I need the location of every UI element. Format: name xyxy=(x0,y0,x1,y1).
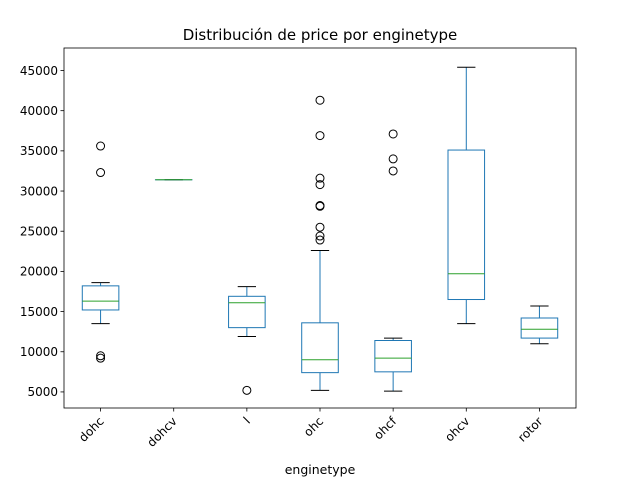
outlier-point xyxy=(315,201,325,210)
y-tick-label: 20000 xyxy=(20,265,58,279)
outlier-point xyxy=(388,154,398,164)
y-tick-label: 5000 xyxy=(27,385,58,399)
outlier-point xyxy=(96,141,106,151)
box-iqr xyxy=(520,317,559,339)
box-iqr xyxy=(301,322,339,374)
y-tick-label: 25000 xyxy=(20,225,58,239)
x-axis-label: enginetype xyxy=(285,462,356,477)
outlier-point xyxy=(315,231,325,241)
y-tick-label: 40000 xyxy=(20,104,58,118)
outlier-point xyxy=(315,95,325,105)
x-tick-label: ohc xyxy=(301,414,326,439)
y-tick-label: 35000 xyxy=(20,144,58,158)
box-iqr xyxy=(374,340,412,373)
outlier-point xyxy=(388,129,398,139)
outlier-point xyxy=(315,180,325,190)
outlier-point xyxy=(388,166,398,176)
outlier-point xyxy=(242,385,252,395)
x-tick-label: dohc xyxy=(76,414,107,445)
outlier-point xyxy=(96,353,106,363)
outlier-point xyxy=(96,351,106,361)
outlier-point xyxy=(96,168,106,178)
x-tick-label: ohcv xyxy=(442,414,472,444)
x-tick-label: l xyxy=(241,414,253,426)
y-tick-label: 10000 xyxy=(20,345,58,359)
outlier-point xyxy=(315,222,325,232)
x-tick-label: rotor xyxy=(515,414,545,444)
outlier-point xyxy=(315,235,325,245)
x-tick-label: dohcv xyxy=(144,414,180,450)
x-tick-label: ohcf xyxy=(371,414,400,443)
box-iqr xyxy=(447,149,486,301)
box-iqr xyxy=(81,285,120,311)
box-iqr xyxy=(228,295,266,329)
y-tick-label: 30000 xyxy=(20,184,58,198)
y-tick-label: 45000 xyxy=(20,64,58,78)
chart-title: Distribución de price por enginetype xyxy=(183,26,458,44)
outlier-point xyxy=(315,173,325,183)
plot-area: 5000 10000 15000 20000 25000 30000 35000 40000 4… xyxy=(20,47,577,450)
outlier-point xyxy=(315,131,325,141)
y-tick-label: 15000 xyxy=(20,305,58,319)
axes-frame xyxy=(63,47,577,409)
